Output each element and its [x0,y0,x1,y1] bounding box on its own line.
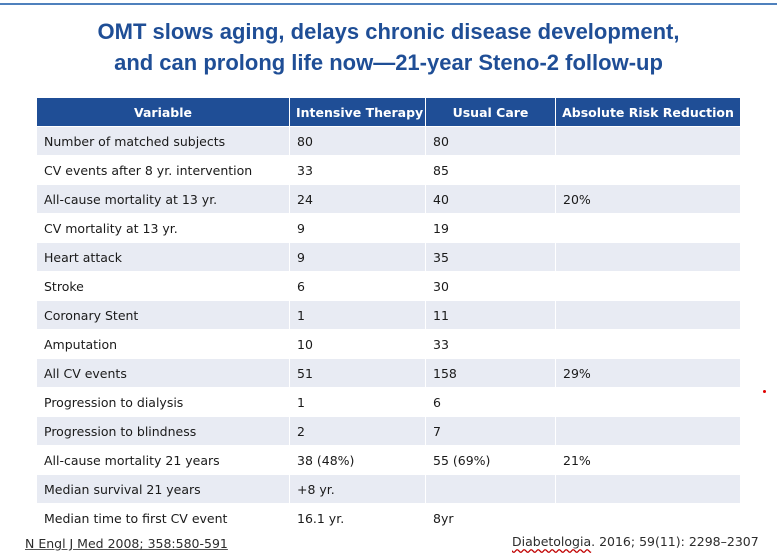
cell-variable: All CV events [36,358,290,388]
cell-intensive: 6 [289,271,426,301]
cell-usual: 35 [425,242,556,272]
cell-intensive: 2 [289,416,426,446]
table-row: Coronary Stent 1 11 [36,300,741,330]
cell-arr [555,155,741,185]
title-line-1: OMT slows aging, delays chronic disease … [97,19,680,44]
cell-intensive: 9 [289,213,426,243]
cell-usual: 158 [425,358,556,388]
table-row: Progression to dialysis 1 6 [36,387,741,417]
cell-intensive: 10 [289,329,426,359]
table-row: All CV events 51 158 29% [36,358,741,388]
cell-arr [555,242,741,272]
slide-title: OMT slows aging, delays chronic disease … [0,16,777,78]
table-header-row: Variable Intensive Therapy Usual Care Ab… [36,97,741,127]
cell-intensive: 16.1 yr. [289,503,426,534]
cell-usual: 8yr [425,503,556,534]
cell-variable: Coronary Stent [36,300,290,330]
cell-arr [555,126,741,156]
cell-intensive: 33 [289,155,426,185]
cell-usual: 7 [425,416,556,446]
table-row: CV mortality at 13 yr. 9 19 [36,213,741,243]
cell-variable: Number of matched subjects [36,126,290,156]
top-rule [0,3,777,5]
table-row: Amputation 10 33 [36,329,741,359]
cell-arr [555,271,741,301]
citation-nejm: N Engl J Med 2008; 358:580-591 [25,536,228,551]
table-row: All-cause mortality 21 years 38 (48%) 55… [36,445,741,475]
cell-variable: Amputation [36,329,290,359]
cell-variable: Progression to blindness [36,416,290,446]
cell-arr [555,416,741,446]
cell-arr [555,213,741,243]
cell-arr: 20% [555,184,741,214]
cell-intensive: 51 [289,358,426,388]
cell-intensive: 1 [289,300,426,330]
cell-arr: 21% [555,445,741,475]
cell-arr [555,300,741,330]
cell-intensive: 24 [289,184,426,214]
table-row: Median time to first CV event 16.1 yr. 8… [36,503,741,534]
cell-variable: Progression to dialysis [36,387,290,417]
title-line-2: and can prolong life now—21-year Steno-2… [114,50,663,75]
cell-usual: 11 [425,300,556,330]
cell-intensive: 38 (48%) [289,445,426,475]
cell-usual: 80 [425,126,556,156]
citation-diabetologia: Diabetologia. 2016; 59(11): 2298–2307 [512,534,759,549]
table-row: All-cause mortality at 13 yr. 24 40 20% [36,184,741,214]
cell-usual: 6 [425,387,556,417]
table-row: Progression to blindness 2 7 [36,416,741,446]
cell-arr [555,329,741,359]
cell-usual: 40 [425,184,556,214]
header-variable: Variable [36,97,290,127]
cell-usual: 30 [425,271,556,301]
cell-variable: CV events after 8 yr. intervention [36,155,290,185]
cell-variable: All-cause mortality at 13 yr. [36,184,290,214]
header-intensive-therapy: Intensive Therapy [289,97,426,127]
cell-usual: 55 (69%) [425,445,556,475]
table-row: Stroke 6 30 [36,271,741,301]
cell-usual: 19 [425,213,556,243]
cell-arr [555,474,741,504]
results-table: Variable Intensive Therapy Usual Care Ab… [36,97,741,534]
citation-details: . 2016; 59(11): 2298–2307 [591,534,759,549]
header-usual-care: Usual Care [425,97,556,127]
cell-variable: All-cause mortality 21 years [36,445,290,475]
cell-variable: CV mortality at 13 yr. [36,213,290,243]
cell-arr [555,503,741,534]
header-absolute-risk-reduction: Absolute Risk Reduction [555,97,741,127]
cell-variable: Median survival 21 years [36,474,290,504]
red-dot-marker [763,390,766,393]
table-row: Median survival 21 years +8 yr. [36,474,741,504]
cell-usual: 33 [425,329,556,359]
cell-arr: 29% [555,358,741,388]
cell-variable: Heart attack [36,242,290,272]
table-row: Heart attack 9 35 [36,242,741,272]
citation-journal-name: Diabetologia [512,534,592,549]
cell-usual: 85 [425,155,556,185]
cell-variable: Stroke [36,271,290,301]
cell-variable: Median time to first CV event [36,503,290,534]
cell-intensive: +8 yr. [289,474,426,504]
cell-usual [425,474,556,504]
cell-intensive: 9 [289,242,426,272]
table-row: CV events after 8 yr. intervention 33 85 [36,155,741,185]
cell-arr [555,387,741,417]
cell-intensive: 80 [289,126,426,156]
table-row: Number of matched subjects 80 80 [36,126,741,156]
cell-intensive: 1 [289,387,426,417]
